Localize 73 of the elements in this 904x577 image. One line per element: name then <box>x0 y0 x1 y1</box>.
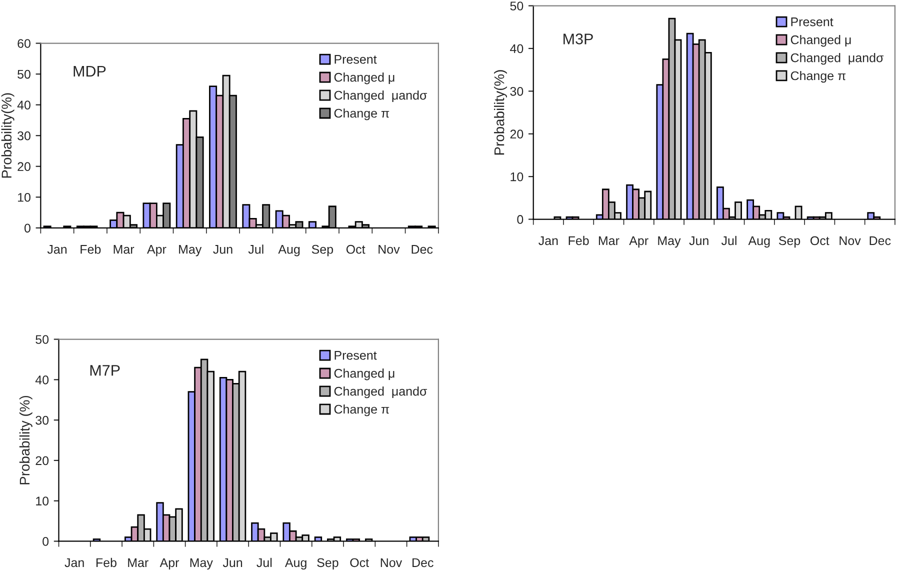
x-tick-label: Jul <box>248 244 264 254</box>
x-tick-label: Jul <box>256 558 272 568</box>
y-tick-label: 60 <box>18 39 30 48</box>
legend-label: Changed μ <box>334 368 394 380</box>
x-tick-label: Mar <box>128 558 148 568</box>
x-tick-label: Feb <box>96 558 116 568</box>
y-tick-label: 20 <box>18 162 30 172</box>
x-tick-label: Oct <box>810 236 830 246</box>
x-tick-label: May <box>658 236 681 248</box>
legend-label: Change π <box>334 404 390 416</box>
legend-label: Present <box>334 55 377 64</box>
y-tick-label: 0 <box>42 537 49 546</box>
x-tick-label: Oct <box>350 558 369 568</box>
x-tick-label: Feb <box>80 244 101 254</box>
x-tick-label: Jun <box>213 245 232 254</box>
legend-label: Change π <box>790 70 846 83</box>
y-tick-label: 20 <box>510 130 524 139</box>
x-tick-label: Aug <box>278 245 300 256</box>
x-tick-label: Sep <box>317 558 338 570</box>
x-tick-label: Aug <box>284 558 306 570</box>
y-tick-label: 40 <box>35 375 49 384</box>
y-axis-title: Probability (%) <box>19 396 32 484</box>
y-tick-label: 10 <box>510 172 524 182</box>
x-tick-label: Nov <box>378 245 400 254</box>
x-tick-label: Jul <box>721 236 736 246</box>
x-tick-label: Oct <box>346 244 366 254</box>
x-tick-label: Dec <box>412 558 434 568</box>
legend-label: Present <box>334 351 377 360</box>
y-tick-label: 30 <box>36 416 49 425</box>
x-tick-label: Nov <box>840 236 861 246</box>
x-tick-label: Jan <box>47 245 67 254</box>
y-tick-label: 40 <box>510 44 524 54</box>
y-tick-label: 20 <box>36 456 49 466</box>
x-tick-label: Mar <box>114 245 134 254</box>
y-tick-label: 10 <box>18 192 30 202</box>
legend-label: Changed μ <box>334 72 394 84</box>
x-tick-label: Jun <box>222 558 242 568</box>
legend-label: Changed μandσ <box>334 90 428 102</box>
y-tick-label: 30 <box>510 86 524 96</box>
y-tick-label: 0 <box>24 224 30 233</box>
legend-label: Changed μ <box>790 35 851 47</box>
annotation: M7P <box>90 365 120 376</box>
x-tick-label: Jan <box>538 236 558 246</box>
y-tick-label: 30 <box>18 131 30 140</box>
x-tick-label: Dec <box>412 245 433 254</box>
y-tick-label: 50 <box>36 335 49 344</box>
y-tick-label: 10 <box>36 496 49 506</box>
y-axis-title: Probability(%) <box>1 93 14 178</box>
x-tick-label: Mar <box>598 236 620 246</box>
y-tick-label: 40 <box>17 100 30 110</box>
x-tick-label: Jun <box>689 236 708 246</box>
x-tick-label: Apr <box>629 236 648 248</box>
x-tick-label: May <box>190 558 213 570</box>
y-tick-label: 50 <box>510 2 524 10</box>
x-tick-label: Dec <box>870 236 891 246</box>
x-tick-label: Apr <box>146 245 166 256</box>
annotation: M3P <box>564 34 593 44</box>
x-tick-label: May <box>179 245 202 256</box>
x-tick-label: Nov <box>380 558 402 568</box>
legend-label: Change π <box>334 108 390 120</box>
x-tick-label: Sep <box>778 236 800 248</box>
y-tick-label: 50 <box>18 70 30 79</box>
legend-label: Changed μandσ <box>790 53 884 65</box>
legend-label: Present <box>791 18 834 26</box>
x-tick-label: Aug <box>748 236 770 248</box>
x-tick-label: Sep <box>312 244 334 256</box>
x-tick-label: Feb <box>568 236 589 246</box>
y-tick-label: 0 <box>517 215 524 224</box>
y-axis-title: Probability(%) <box>494 70 507 155</box>
legend-label: Changed μandσ <box>334 386 428 398</box>
annotation: MDP <box>74 66 106 77</box>
x-tick-label: Apr <box>160 558 180 570</box>
x-tick-label: Jan <box>64 558 84 568</box>
